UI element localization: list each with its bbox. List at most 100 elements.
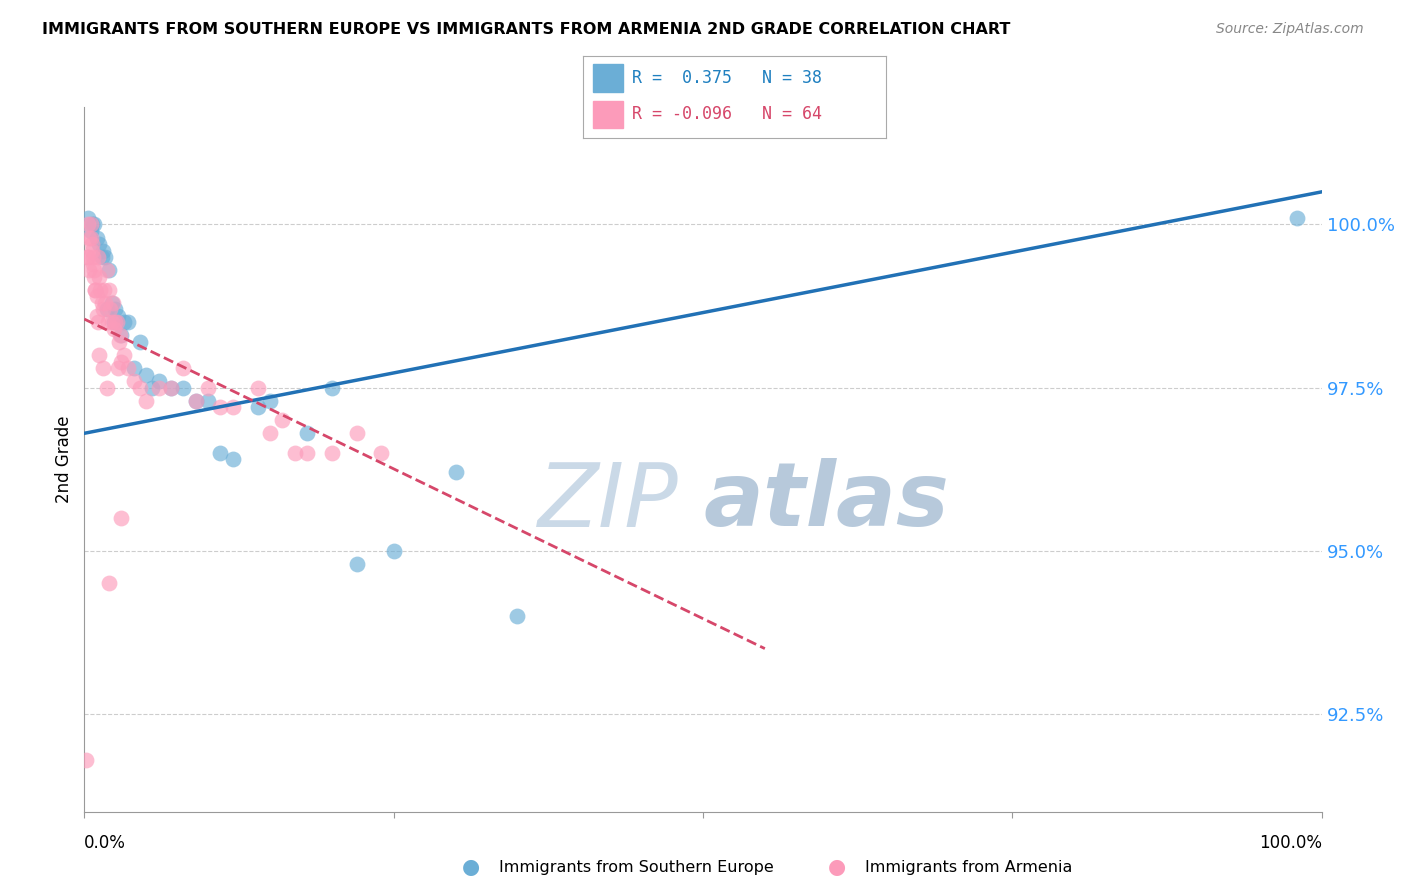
Point bbox=[271, 413, 294, 427]
Point bbox=[80, 244, 103, 258]
Point bbox=[89, 348, 111, 362]
Point bbox=[117, 361, 139, 376]
Point bbox=[84, 283, 107, 297]
Point bbox=[321, 446, 343, 460]
Point bbox=[86, 289, 108, 303]
Point bbox=[103, 322, 125, 336]
Point bbox=[148, 381, 170, 395]
Text: atlas: atlas bbox=[703, 458, 949, 545]
Point bbox=[172, 361, 194, 376]
Point bbox=[284, 446, 307, 460]
Point bbox=[87, 250, 110, 264]
Point bbox=[1285, 211, 1308, 225]
Point bbox=[148, 374, 170, 388]
Point bbox=[295, 446, 318, 460]
Point bbox=[91, 302, 114, 317]
Text: Immigrants from Southern Europe: Immigrants from Southern Europe bbox=[499, 860, 773, 874]
Point bbox=[84, 283, 107, 297]
Point bbox=[79, 263, 101, 277]
Point bbox=[77, 250, 100, 264]
Point bbox=[110, 354, 132, 368]
Point bbox=[209, 446, 232, 460]
Point bbox=[222, 400, 245, 414]
Point bbox=[97, 315, 120, 329]
Bar bbox=[592, 101, 623, 128]
Point bbox=[444, 466, 467, 480]
Point bbox=[98, 283, 121, 297]
Point bbox=[506, 609, 529, 624]
Y-axis label: 2nd Grade: 2nd Grade bbox=[55, 416, 73, 503]
Point bbox=[75, 752, 97, 766]
Point bbox=[79, 230, 101, 244]
Point bbox=[259, 393, 281, 408]
Point bbox=[104, 315, 127, 329]
Point bbox=[184, 393, 207, 408]
Point bbox=[93, 283, 115, 297]
Point bbox=[94, 250, 117, 264]
Point bbox=[80, 237, 103, 252]
Point bbox=[160, 381, 183, 395]
Point bbox=[110, 328, 132, 343]
Text: ●: ● bbox=[463, 857, 479, 877]
Point bbox=[107, 361, 129, 376]
Point bbox=[222, 452, 245, 467]
Point bbox=[101, 295, 124, 310]
Text: 0.0%: 0.0% bbox=[84, 834, 127, 852]
Text: R = -0.096   N = 64: R = -0.096 N = 64 bbox=[631, 105, 823, 123]
Text: IMMIGRANTS FROM SOUTHERN EUROPE VS IMMIGRANTS FROM ARMENIA 2ND GRADE CORRELATION: IMMIGRANTS FROM SOUTHERN EUROPE VS IMMIG… bbox=[42, 22, 1011, 37]
Point bbox=[197, 393, 219, 408]
Point bbox=[100, 315, 122, 329]
Text: 100.0%: 100.0% bbox=[1258, 834, 1322, 852]
Point bbox=[112, 315, 135, 329]
Point bbox=[79, 218, 101, 232]
Point bbox=[96, 263, 118, 277]
Point bbox=[117, 315, 139, 329]
Point bbox=[82, 250, 104, 264]
Point bbox=[370, 446, 392, 460]
Point bbox=[80, 218, 103, 232]
Point bbox=[104, 302, 127, 317]
Text: ●: ● bbox=[828, 857, 845, 877]
Point bbox=[87, 315, 110, 329]
Text: ZIP: ZIP bbox=[537, 458, 678, 545]
Point bbox=[94, 295, 117, 310]
Point bbox=[129, 381, 152, 395]
Point bbox=[91, 244, 114, 258]
Point bbox=[172, 381, 194, 395]
Point bbox=[246, 381, 269, 395]
Point bbox=[100, 295, 122, 310]
Point bbox=[129, 334, 152, 349]
Point bbox=[90, 250, 112, 264]
Bar bbox=[592, 64, 623, 92]
Point bbox=[96, 381, 118, 395]
Point bbox=[321, 381, 343, 395]
Point bbox=[160, 381, 183, 395]
Point bbox=[98, 576, 121, 591]
Text: Immigrants from Armenia: Immigrants from Armenia bbox=[865, 860, 1071, 874]
Point bbox=[98, 263, 121, 277]
Point bbox=[89, 237, 111, 252]
Point bbox=[103, 315, 125, 329]
Point bbox=[96, 302, 118, 317]
Point bbox=[110, 511, 132, 525]
Point bbox=[259, 426, 281, 441]
Point bbox=[77, 211, 100, 225]
Point bbox=[122, 361, 145, 376]
Point bbox=[184, 393, 207, 408]
Point bbox=[86, 230, 108, 244]
Point bbox=[346, 557, 368, 571]
Point bbox=[209, 400, 232, 414]
Point bbox=[77, 218, 100, 232]
Point bbox=[107, 309, 129, 323]
Point bbox=[83, 269, 105, 284]
Point bbox=[89, 269, 111, 284]
Point bbox=[105, 315, 128, 329]
Point bbox=[110, 328, 132, 343]
Point bbox=[79, 224, 101, 238]
Point bbox=[83, 218, 105, 232]
Point bbox=[141, 381, 163, 395]
Point bbox=[98, 302, 121, 317]
Point bbox=[135, 368, 157, 382]
Point bbox=[91, 361, 114, 376]
Point bbox=[346, 426, 368, 441]
